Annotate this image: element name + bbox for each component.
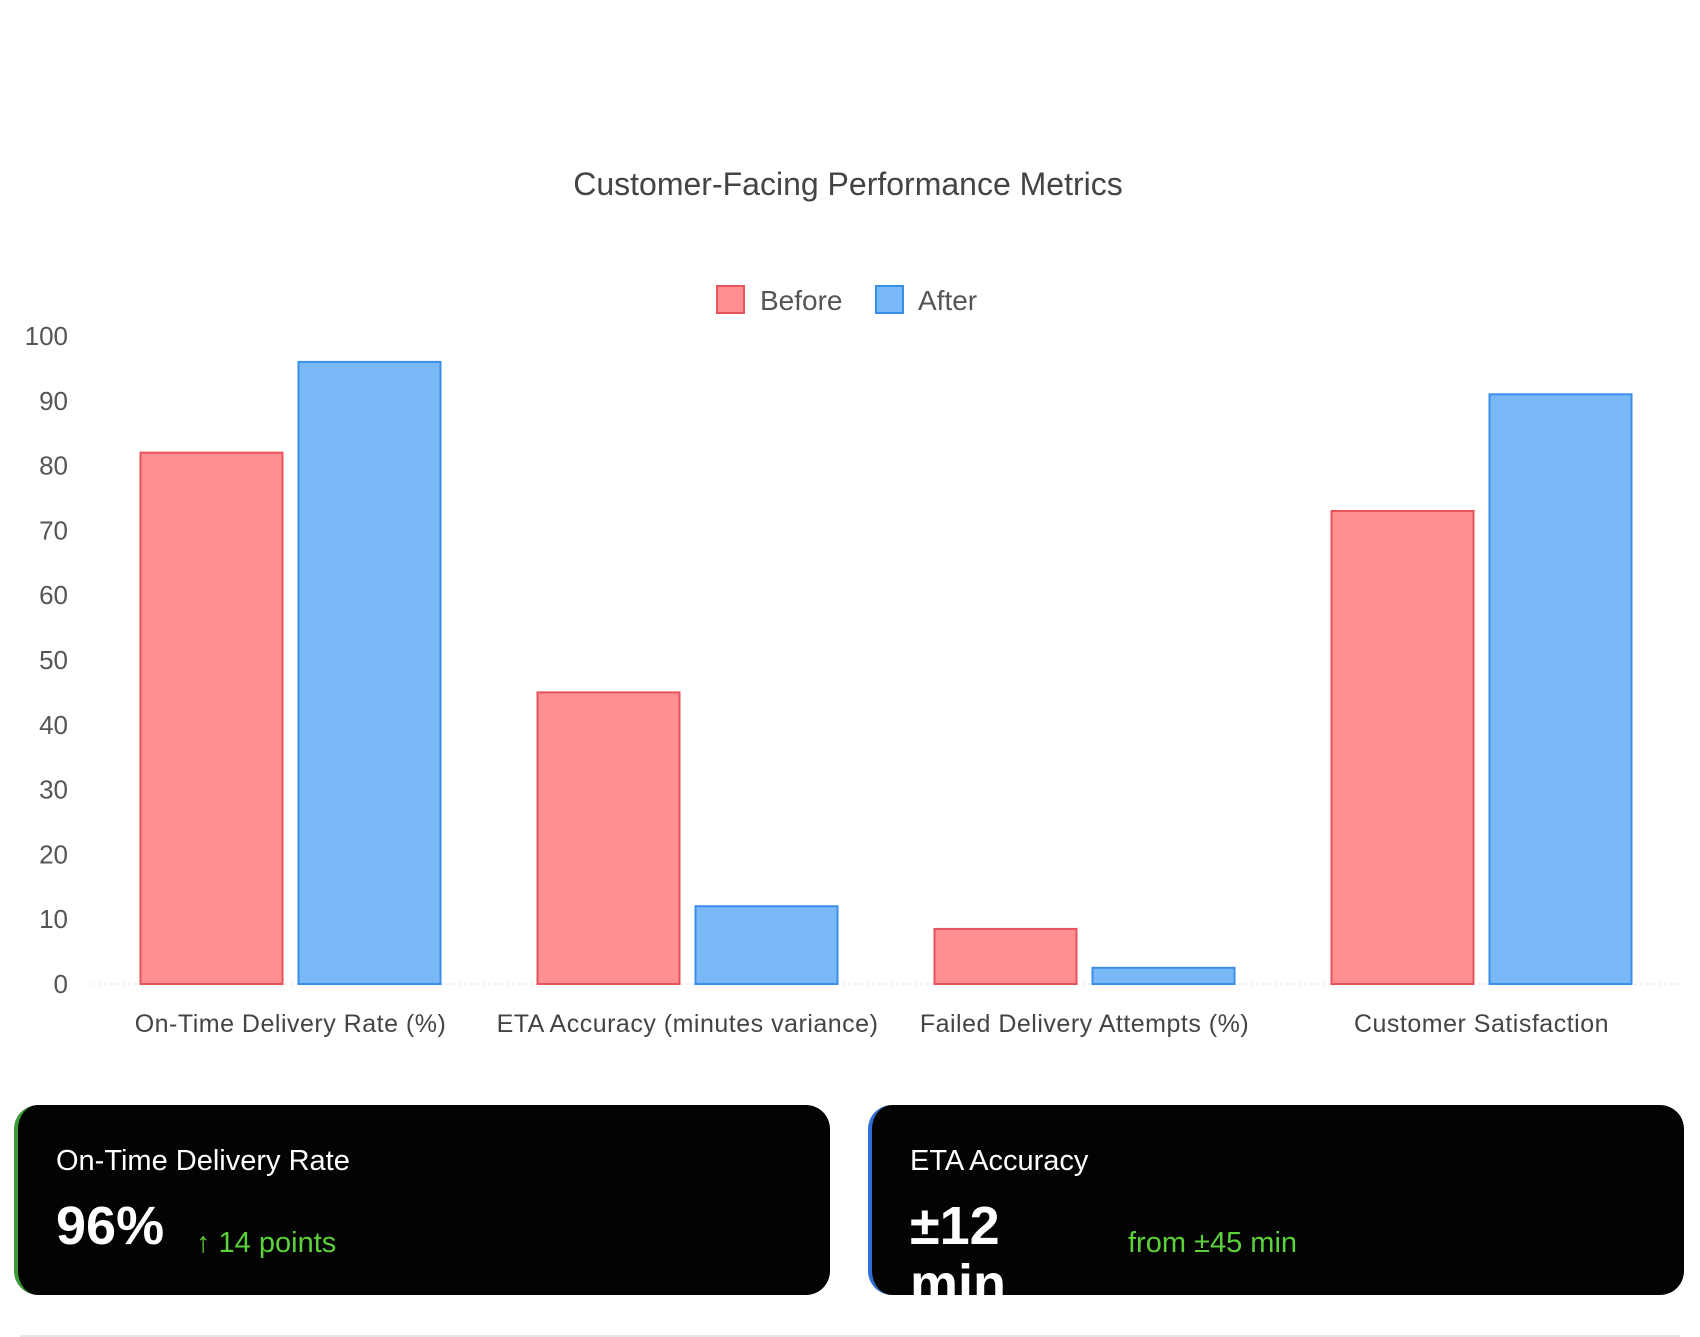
bar-before-4 <box>1330 509 1475 985</box>
legend-label-before: Before <box>760 285 843 316</box>
bar-after-1 <box>297 360 442 986</box>
legend-label-after: After <box>918 285 977 316</box>
x-tick-label: Failed Delivery Attempts (%) <box>920 1010 1249 1038</box>
card-value: 96% <box>56 1196 165 1256</box>
on-time-delivery-card: On-Time Delivery Rate 96% ↑ 14 points <box>14 1105 830 1295</box>
y-tick-label: 100 <box>25 321 68 351</box>
card-value: ±12 min <box>910 1196 1007 1295</box>
bar-before-2 <box>536 691 681 986</box>
y-tick-label: 30 <box>39 775 68 805</box>
eta-accuracy-card: ETA Accuracy ±12 min from ±45 min <box>868 1105 1684 1295</box>
card-label: On-Time Delivery Rate <box>56 1145 350 1177</box>
bar-chart: Customer-Facing Performance Metrics Befo… <box>25 166 1680 1038</box>
bar-before-1 <box>139 451 284 985</box>
y-tick-label: 50 <box>39 645 68 675</box>
y-tick-label: 90 <box>39 386 68 416</box>
y-tick-label: 60 <box>39 580 68 610</box>
x-tick-label: ETA Accuracy (minutes variance) <box>497 1010 879 1038</box>
y-axis: 0 10 20 30 40 50 60 70 80 90 100 <box>25 321 68 999</box>
y-tick-label: 20 <box>39 839 68 869</box>
y-tick-label: 40 <box>39 710 68 740</box>
y-tick-label: 10 <box>39 904 68 934</box>
legend-swatch-after <box>875 285 904 314</box>
bar-series <box>139 360 1633 986</box>
bar-before-3 <box>933 927 1078 985</box>
x-axis: On-Time Delivery Rate (%) ETA Accuracy (m… <box>135 1010 1609 1038</box>
legend-swatch-before <box>716 285 745 314</box>
y-tick-label: 0 <box>54 969 68 999</box>
bar-after-2 <box>694 905 839 985</box>
y-tick-label: 80 <box>39 451 68 481</box>
x-tick-label: Customer Satisfaction <box>1354 1010 1609 1038</box>
x-tick-label: On-Time Delivery Rate (%) <box>135 1010 447 1038</box>
chart-legend: Before After <box>716 285 977 316</box>
card-change: from ±45 min <box>1128 1227 1298 1259</box>
bar-after-4 <box>1488 393 1633 985</box>
chart-title: Customer-Facing Performance Metrics <box>573 166 1122 202</box>
card-label: ETA Accuracy <box>910 1145 1089 1177</box>
card-change: ↑ 14 points <box>196 1227 337 1259</box>
y-tick-label: 70 <box>39 515 68 545</box>
bar-after-3 <box>1091 966 1236 985</box>
